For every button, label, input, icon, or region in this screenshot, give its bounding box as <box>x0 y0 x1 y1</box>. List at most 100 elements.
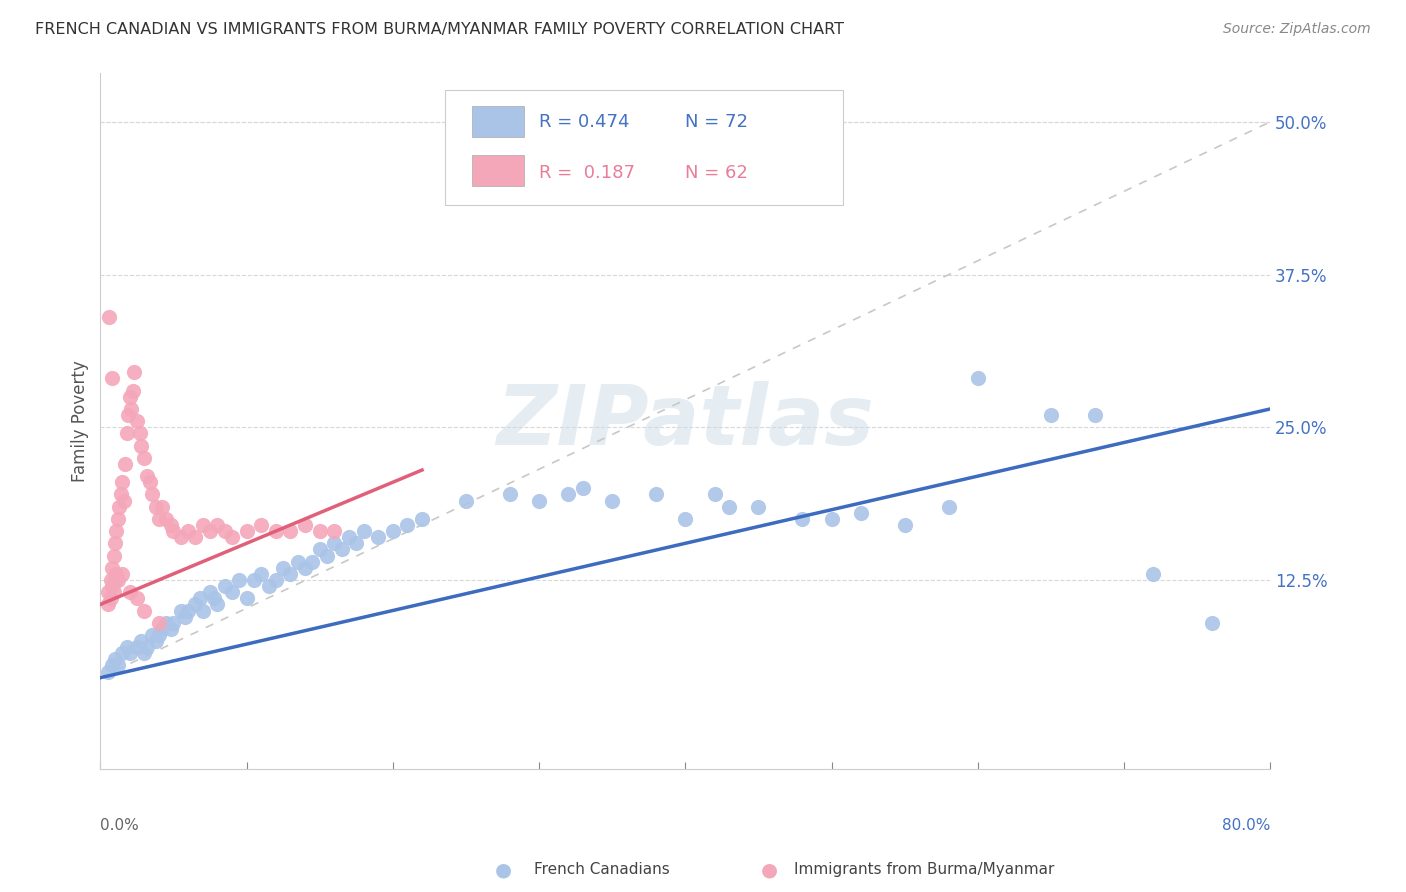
Y-axis label: Family Poverty: Family Poverty <box>72 360 89 482</box>
Point <box>718 500 741 514</box>
Point <box>188 591 211 606</box>
Point <box>214 524 236 538</box>
Point <box>107 512 129 526</box>
Point <box>170 603 193 617</box>
Point <box>235 591 257 606</box>
Point <box>150 622 173 636</box>
Text: 0.0%: 0.0% <box>100 818 139 833</box>
Point <box>125 591 148 606</box>
Point <box>703 487 725 501</box>
FancyBboxPatch shape <box>472 106 524 137</box>
Point <box>250 566 273 581</box>
Point <box>107 573 129 587</box>
Point <box>141 628 163 642</box>
Point <box>150 500 173 514</box>
Point <box>228 573 250 587</box>
Point <box>673 512 696 526</box>
Point <box>527 493 550 508</box>
Text: Immigrants from Burma/Myanmar: Immigrants from Burma/Myanmar <box>794 863 1054 877</box>
Point <box>111 566 134 581</box>
Point <box>411 512 433 526</box>
Point <box>257 579 280 593</box>
Point <box>122 365 145 379</box>
Point <box>177 524 200 538</box>
Text: ZIPatlas: ZIPatlas <box>496 381 875 462</box>
Point <box>198 524 221 538</box>
Point <box>111 475 134 490</box>
Point <box>118 646 141 660</box>
Point <box>97 585 120 599</box>
Point <box>323 524 346 538</box>
Point <box>572 481 595 495</box>
Point <box>114 457 136 471</box>
Point <box>129 439 152 453</box>
Point <box>301 555 323 569</box>
Point <box>204 591 226 606</box>
Point <box>337 530 360 544</box>
FancyBboxPatch shape <box>446 90 844 205</box>
Point <box>105 566 128 581</box>
Text: ●: ● <box>761 860 778 880</box>
Point <box>103 549 125 563</box>
Point <box>136 469 159 483</box>
Point <box>207 598 229 612</box>
Point <box>250 518 273 533</box>
Point <box>101 658 124 673</box>
Text: ●: ● <box>495 860 512 880</box>
Point <box>121 384 143 398</box>
Point <box>148 615 170 630</box>
Point <box>134 603 156 617</box>
Point <box>128 426 150 441</box>
Point <box>966 371 988 385</box>
Point <box>600 493 623 508</box>
Point <box>308 542 330 557</box>
Point <box>112 493 135 508</box>
Point <box>141 487 163 501</box>
Point <box>139 475 162 490</box>
Point <box>499 487 522 501</box>
Point <box>287 555 309 569</box>
Point <box>105 524 128 538</box>
Point <box>616 139 638 153</box>
Point <box>557 487 579 501</box>
FancyBboxPatch shape <box>472 155 524 186</box>
Point <box>134 646 156 660</box>
Point <box>115 640 138 655</box>
Point <box>100 573 122 587</box>
Point <box>184 598 207 612</box>
Point <box>221 530 243 544</box>
Point <box>104 573 127 587</box>
Point <box>645 487 668 501</box>
Text: R = 0.474: R = 0.474 <box>538 112 630 131</box>
Point <box>235 524 257 538</box>
Point <box>243 573 266 587</box>
Point <box>145 634 167 648</box>
Point <box>148 628 170 642</box>
Point <box>198 585 221 599</box>
Point <box>1201 615 1223 630</box>
Point <box>381 524 404 538</box>
Point <box>271 560 294 574</box>
Point <box>120 401 142 416</box>
Point <box>136 640 159 655</box>
Point <box>129 634 152 648</box>
Point <box>125 640 148 655</box>
Point <box>107 658 129 673</box>
Point <box>148 512 170 526</box>
Point <box>101 560 124 574</box>
Point <box>396 518 419 533</box>
Point <box>792 512 814 526</box>
Point <box>170 530 193 544</box>
Point <box>117 408 139 422</box>
Text: Source: ZipAtlas.com: Source: ZipAtlas.com <box>1223 22 1371 37</box>
Text: French Canadians: French Canadians <box>534 863 671 877</box>
Text: N = 72: N = 72 <box>685 112 748 131</box>
Point <box>159 518 181 533</box>
Point <box>191 518 214 533</box>
Text: 80.0%: 80.0% <box>1222 818 1270 833</box>
Point <box>177 603 200 617</box>
Text: FRENCH CANADIAN VS IMMIGRANTS FROM BURMA/MYANMAR FAMILY POVERTY CORRELATION CHAR: FRENCH CANADIAN VS IMMIGRANTS FROM BURMA… <box>35 22 844 37</box>
Point <box>264 524 287 538</box>
Point <box>264 573 287 587</box>
Point <box>100 591 122 606</box>
